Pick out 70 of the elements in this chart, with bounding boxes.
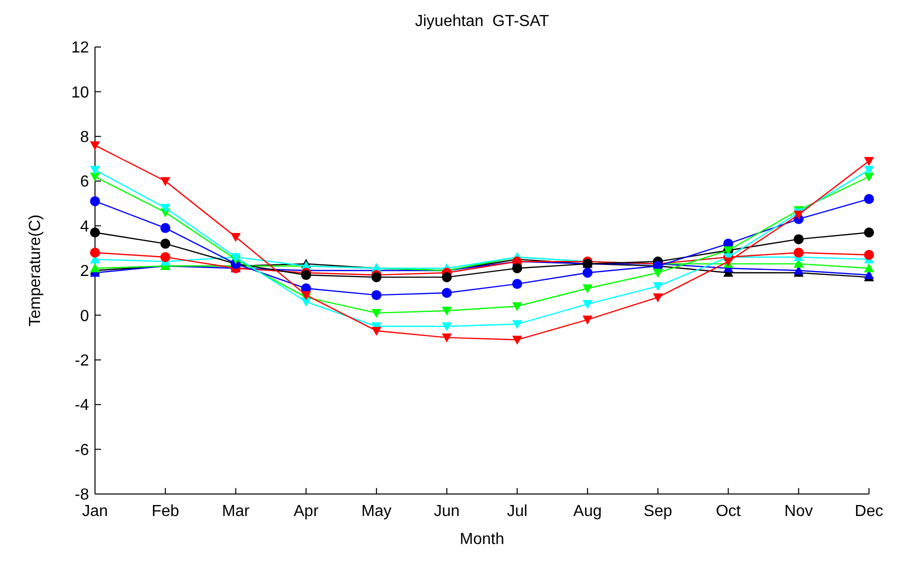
point xyxy=(512,320,522,330)
point xyxy=(582,284,593,294)
y-tick-label: -6 xyxy=(74,442,90,459)
x-tick-label: Sep xyxy=(644,503,672,520)
point xyxy=(512,302,522,312)
point xyxy=(160,238,170,249)
point xyxy=(652,268,663,278)
point xyxy=(301,298,312,307)
point xyxy=(90,196,100,206)
point xyxy=(864,166,874,175)
point xyxy=(864,172,874,182)
point xyxy=(371,308,382,318)
point xyxy=(90,166,100,175)
point xyxy=(230,232,241,242)
x-tick-label: Jan xyxy=(82,503,108,520)
point xyxy=(371,290,382,300)
x-tick-label: Jun xyxy=(434,503,460,520)
y-tick-label: 12 xyxy=(71,40,90,57)
point xyxy=(90,228,100,238)
point xyxy=(442,322,452,332)
x-tick-label: May xyxy=(361,503,392,520)
point xyxy=(652,293,663,302)
chart-title: Jiyuehtan GT-SAT xyxy=(415,13,550,30)
point xyxy=(582,316,593,325)
x-tick-label: Jul xyxy=(506,503,528,520)
point xyxy=(864,250,874,260)
point xyxy=(864,263,874,272)
point xyxy=(582,300,593,310)
point xyxy=(794,210,804,220)
point xyxy=(160,177,170,186)
point xyxy=(160,252,170,262)
y-tick-label: 0 xyxy=(80,308,90,325)
point xyxy=(371,326,382,336)
x-tick-label: Aug xyxy=(573,503,602,520)
x-tick-label: Nov xyxy=(784,503,813,520)
point xyxy=(442,334,452,343)
x-tick-label: Oct xyxy=(716,503,742,520)
point xyxy=(442,288,452,298)
y-tick-label: 2 xyxy=(80,263,90,280)
point xyxy=(512,263,522,274)
point xyxy=(512,278,522,289)
y-tick-label: 8 xyxy=(80,129,90,146)
x-tick-label: Apr xyxy=(294,503,320,520)
point xyxy=(582,268,593,278)
y-tick-label: 6 xyxy=(80,174,90,191)
y-tick-label: -4 xyxy=(74,397,90,414)
point xyxy=(90,248,100,258)
y-axis-title: Temperature(C) xyxy=(27,214,44,327)
point xyxy=(160,223,170,234)
point xyxy=(160,204,170,213)
point xyxy=(794,234,804,244)
point xyxy=(864,228,874,238)
point xyxy=(90,172,100,182)
x-tick-label: Mar xyxy=(222,503,250,520)
y-tick-label: -8 xyxy=(74,486,90,504)
y-tick-label: 4 xyxy=(80,218,90,236)
y-tick-label: 10 xyxy=(71,84,90,102)
y-tick-label: -2 xyxy=(74,352,90,370)
point xyxy=(512,336,522,345)
x-tick-label: Dec xyxy=(854,503,884,520)
point xyxy=(371,272,382,282)
x-axis-title: Month xyxy=(460,531,504,548)
point xyxy=(864,194,874,204)
x-tick-label: Feb xyxy=(152,503,180,520)
point xyxy=(442,272,452,282)
point xyxy=(864,156,874,166)
point xyxy=(90,141,100,150)
point xyxy=(652,282,663,292)
point xyxy=(794,248,804,258)
point xyxy=(442,306,452,316)
